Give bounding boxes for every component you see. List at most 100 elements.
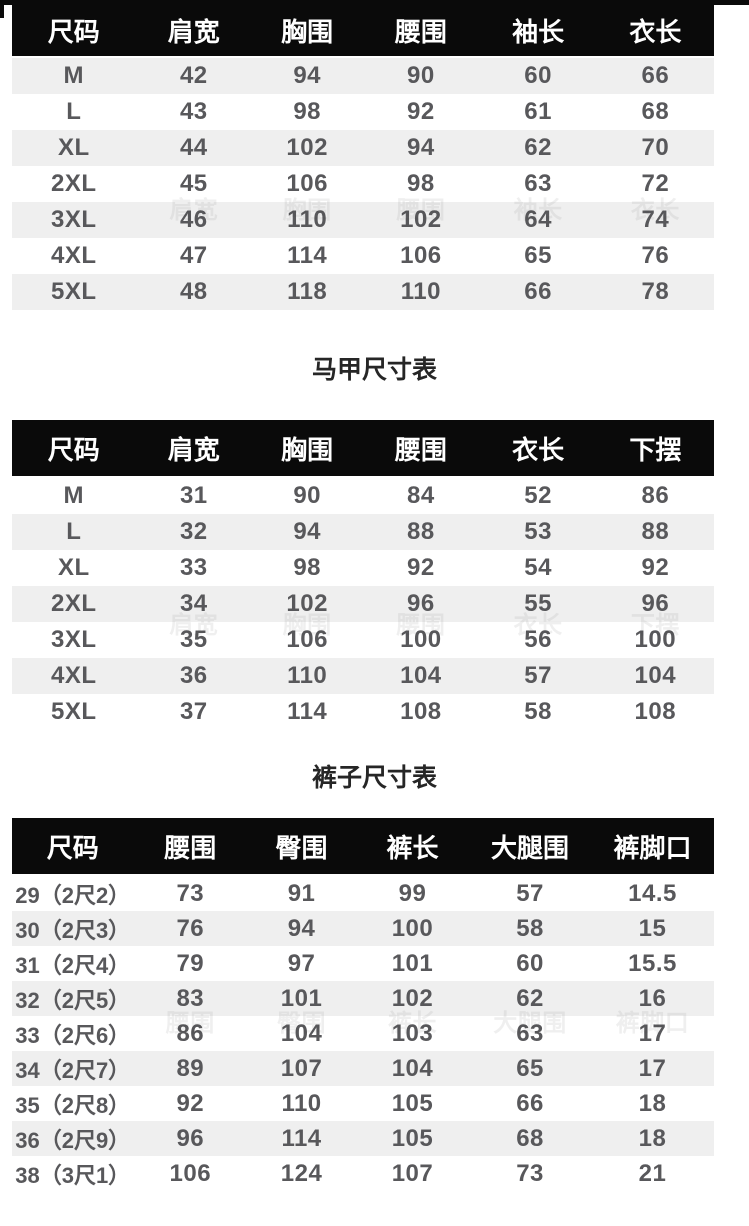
value-cell: 36	[179, 662, 208, 689]
value-cell: 100	[391, 914, 434, 942]
size-cell: XL	[57, 554, 90, 581]
value-cell: 58	[516, 914, 544, 942]
table-row: 29（2尺2） 73 91 99 57 14.5	[12, 876, 714, 911]
value-cell: 34	[179, 590, 208, 617]
pants-size-table: 尺码 腰围 臀围 裤长 大腿围 裤脚口 29（2尺2） 73 91 99 57 14.5 30（2尺3）…	[12, 818, 714, 1191]
table-row: 33（2尺6） 86 104 103 63 17	[12, 1016, 714, 1051]
value-cell: 68	[641, 98, 670, 125]
value-cell: 108	[400, 698, 442, 725]
value-cell: 16	[638, 984, 667, 1012]
value-cell: 42	[179, 62, 208, 89]
value-cell: 57	[524, 662, 552, 689]
size-cell: 31（2尺4）	[15, 952, 131, 978]
value-cell: 58	[524, 698, 552, 725]
column-header: 衣长	[512, 434, 565, 465]
value-cell: 102	[286, 134, 328, 161]
value-cell: 102	[391, 984, 434, 1012]
value-cell: 33	[179, 554, 208, 581]
pants-table-title: 裤子尺寸表	[311, 764, 437, 792]
size-cell: 36（2尺9）	[15, 1127, 131, 1153]
size-cell: 5XL	[51, 698, 97, 725]
table-row: 36（2尺9） 96 114 105 68 18	[12, 1121, 714, 1156]
column-header: 胸围	[281, 434, 334, 465]
column-header: 尺码	[47, 434, 100, 465]
column-header: 袖长	[512, 17, 565, 47]
value-cell: 110	[287, 662, 328, 689]
value-cell: 76	[176, 914, 205, 942]
column-header: 下摆	[629, 434, 682, 465]
size-cell: 35（2尺8）	[15, 1092, 131, 1118]
value-cell: 101	[280, 984, 323, 1012]
value-cell: 106	[286, 626, 328, 653]
table-row: 32（2尺5） 83 101 102 62 16	[12, 981, 714, 1016]
value-cell: 103	[391, 1019, 434, 1047]
value-cell: 92	[407, 554, 435, 581]
value-cell: 92	[407, 98, 435, 125]
value-cell: 62	[524, 134, 552, 161]
table-row: M 42 94 90 60 66	[12, 58, 714, 94]
value-cell: 32	[179, 518, 208, 545]
value-cell: 94	[407, 134, 435, 161]
size-cell: 3XL	[51, 206, 97, 233]
column-header: 大腿围	[491, 832, 570, 863]
column-header: 臀围	[275, 832, 328, 863]
value-cell: 73	[176, 879, 205, 907]
size-cell: 33（2尺6）	[15, 1022, 131, 1048]
column-header: 肩宽	[167, 17, 220, 47]
value-cell: 76	[641, 242, 670, 269]
value-cell: 54	[524, 554, 552, 581]
size-cell: 32（2尺5）	[15, 987, 131, 1013]
value-cell: 68	[516, 1124, 544, 1152]
value-cell: 47	[179, 242, 208, 269]
column-header: 裤脚口	[613, 832, 692, 863]
value-cell: 94	[287, 914, 316, 942]
value-cell: 37	[179, 698, 208, 725]
value-cell: 17	[638, 1054, 667, 1082]
value-cell: 65	[516, 1054, 544, 1082]
table-row: L 43 98 92 61 68	[12, 94, 714, 130]
value-cell: 14.5	[628, 879, 677, 907]
value-cell: 64	[524, 206, 552, 233]
column-header: 腰围	[394, 434, 447, 465]
value-cell: 60	[524, 62, 552, 89]
value-cell: 65	[524, 242, 552, 269]
size-cell: 2XL	[51, 170, 97, 197]
value-cell: 90	[407, 62, 435, 89]
size-cell: 4XL	[51, 662, 97, 689]
value-cell: 92	[176, 1089, 205, 1117]
left-edge-artifact	[0, 0, 4, 18]
value-cell: 66	[516, 1089, 544, 1117]
top-edge-strip	[0, 0, 749, 5]
value-cell: 62	[516, 984, 544, 1012]
size-cell: 30（2尺3）	[15, 917, 131, 943]
size-cell: XL	[57, 134, 90, 161]
table-row: 4XL 47 114 106 65 76	[12, 238, 714, 274]
value-cell: 73	[516, 1159, 544, 1187]
value-cell: 78	[641, 278, 670, 305]
value-cell: 90	[293, 482, 322, 509]
value-cell: 48	[179, 278, 208, 305]
value-cell: 56	[524, 626, 552, 653]
table-row: L 32 94 88 53 88	[12, 514, 714, 550]
table-row: XL 44 102 94 62 70	[12, 130, 714, 166]
value-cell: 107	[280, 1054, 323, 1082]
value-cell: 96	[176, 1124, 205, 1152]
value-cell: 114	[281, 1124, 322, 1152]
column-header: 肩宽	[167, 434, 220, 465]
value-cell: 86	[176, 1019, 205, 1047]
value-cell: 18	[638, 1089, 667, 1117]
value-cell: 45	[179, 170, 208, 197]
size-cell: L	[66, 518, 82, 545]
value-cell: 55	[524, 590, 552, 617]
value-cell: 31	[179, 482, 208, 509]
vest-size-table-header-row: 尺码 肩宽 胸围 腰围 衣长 下摆	[12, 420, 714, 476]
value-cell: 100	[400, 626, 442, 653]
value-cell: 88	[407, 518, 435, 545]
value-cell: 52	[524, 482, 552, 509]
value-cell: 98	[293, 98, 322, 125]
value-cell: 15	[638, 914, 667, 942]
value-cell: 17	[638, 1019, 667, 1047]
vest-size-table: 尺码 肩宽 胸围 腰围 衣长 下摆 M 31 90 84 52 86 L 32 94 88 53 88 XL 33 98…	[12, 420, 714, 730]
value-cell: 43	[179, 98, 208, 125]
value-cell: 89	[176, 1054, 205, 1082]
